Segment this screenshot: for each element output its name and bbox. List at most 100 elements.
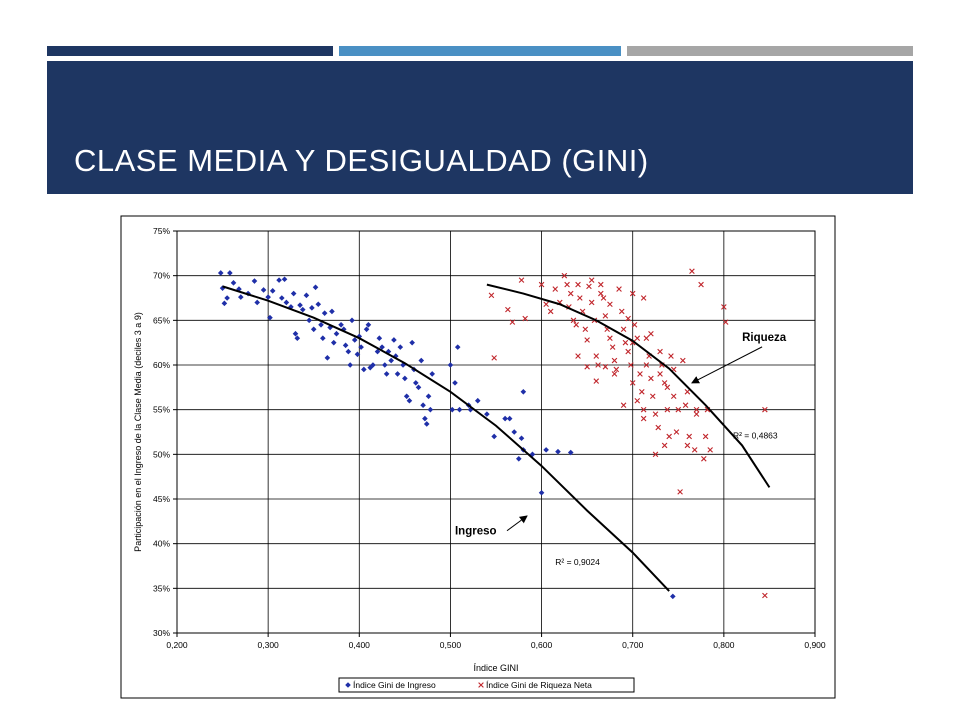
- data-point: [588, 299, 595, 306]
- data-point: [324, 355, 331, 361]
- data-point: [643, 335, 650, 341]
- data-point: [374, 348, 381, 355]
- data-point: [219, 285, 226, 291]
- data-point: [689, 268, 695, 274]
- point-stroke: [593, 353, 600, 359]
- series-1: [217, 270, 676, 600]
- annotation-arrow: [691, 346, 763, 384]
- slide-title: CLASE MEDIA Y DESIGUALDAD (GINI): [74, 143, 649, 178]
- point-stroke: [582, 326, 589, 333]
- series-2: [488, 268, 768, 599]
- data-point: [649, 393, 656, 400]
- point-stroke: [629, 380, 636, 386]
- series-layer: [217, 268, 768, 600]
- data-point: [618, 308, 625, 315]
- point-stroke: [616, 286, 622, 292]
- data-point: [329, 308, 335, 315]
- data-point: [582, 326, 589, 333]
- trendline-2: [486, 283, 771, 488]
- data-point: [616, 286, 622, 292]
- point-stroke: [629, 290, 636, 297]
- x-tick-label: 0,500: [440, 640, 462, 650]
- data-point: [552, 286, 559, 292]
- point-stroke: [722, 319, 729, 325]
- trendline-layer: R² = 0,9024 R² = 0,4863: [222, 283, 778, 592]
- point-stroke: [609, 344, 616, 350]
- data-point: [333, 330, 340, 337]
- point-stroke: [509, 319, 516, 325]
- point-stroke: [491, 355, 497, 361]
- data-point: [423, 421, 430, 427]
- annotation-layer: Riqueza Ingreso: [455, 332, 787, 538]
- point-stroke: [570, 317, 577, 324]
- y-tick-label: 40%: [153, 539, 170, 549]
- data-point: [564, 281, 570, 288]
- point-stroke: [689, 268, 695, 274]
- data-point: [670, 593, 676, 600]
- data-point: [684, 389, 691, 395]
- point-stroke: [762, 592, 768, 599]
- data-point: [625, 348, 631, 355]
- data-point: [620, 402, 627, 408]
- data-point: [657, 348, 663, 355]
- data-point: [297, 302, 303, 308]
- data-point: [288, 304, 294, 310]
- header-bar-blue: [339, 46, 621, 56]
- data-point: [281, 276, 288, 283]
- point-stroke: [631, 322, 638, 328]
- point-stroke: [625, 348, 631, 355]
- data-point: [227, 270, 233, 276]
- point-stroke: [664, 406, 671, 413]
- data-point: [520, 389, 527, 395]
- data-point: [361, 366, 367, 373]
- data-point: [279, 295, 285, 301]
- data-point: [675, 406, 682, 413]
- data-point: [664, 384, 671, 391]
- x-tick-label: 0,300: [258, 640, 280, 650]
- data-point: [668, 353, 674, 359]
- data-point: [456, 406, 463, 413]
- point-stroke: [661, 442, 668, 449]
- point-stroke: [698, 281, 704, 288]
- data-point: [406, 397, 413, 404]
- data-point: [509, 319, 516, 325]
- annotation-label: Ingreso: [455, 526, 497, 538]
- data-point: [515, 456, 522, 462]
- data-point: [613, 366, 620, 373]
- data-point: [306, 317, 312, 324]
- point-stroke: [611, 371, 618, 377]
- data-point: [402, 375, 408, 382]
- data-point: [598, 290, 604, 297]
- data-point: [365, 322, 372, 328]
- point-stroke: [588, 277, 595, 283]
- legend: Índice Gini de Ingreso Índice Gini de Riq…: [338, 677, 635, 693]
- data-point: [474, 397, 481, 404]
- point-stroke: [538, 281, 545, 288]
- data-point: [586, 283, 592, 290]
- data-point: [620, 326, 627, 333]
- point-stroke: [655, 424, 662, 431]
- data-point: [318, 322, 324, 328]
- point-stroke: [691, 447, 698, 453]
- data-point: [547, 308, 554, 315]
- data-point: [607, 301, 613, 308]
- point-stroke: [598, 290, 604, 297]
- data-point: [609, 344, 616, 350]
- data-point: [383, 371, 390, 377]
- data-point: [722, 319, 729, 325]
- data-point: [349, 317, 355, 324]
- point-stroke: [686, 433, 693, 440]
- point-stroke: [657, 371, 663, 377]
- data-point: [701, 456, 707, 462]
- data-point: [762, 406, 768, 413]
- point-stroke: [618, 308, 625, 315]
- point-stroke: [611, 357, 618, 364]
- data-point: [652, 451, 659, 458]
- point-stroke: [639, 389, 645, 395]
- point-stroke: [640, 406, 647, 413]
- x-axis-label: Índice GINI: [473, 663, 518, 673]
- data-point: [522, 315, 528, 322]
- point-stroke: [518, 277, 525, 283]
- annotation-arrow: [506, 515, 528, 532]
- data-point: [400, 362, 406, 368]
